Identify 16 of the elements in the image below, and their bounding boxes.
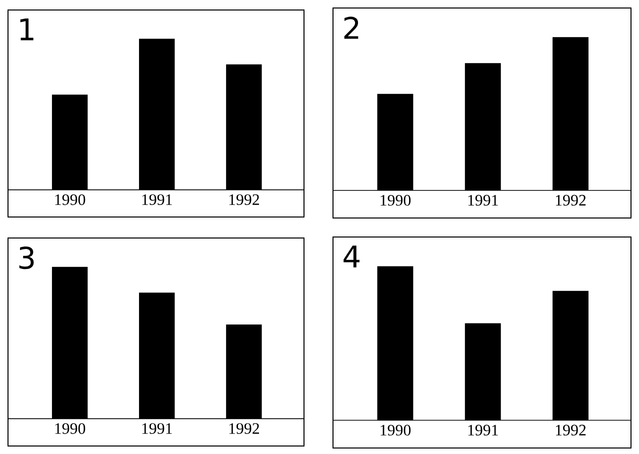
chart-title: 1 [20, 18, 34, 40]
x-tick-label: 1990 [380, 424, 411, 436]
x-tick-label: 1991 [468, 424, 498, 436]
x-tick-label: 1991 [142, 423, 172, 434]
x-tick-label: 1992 [556, 424, 586, 436]
x-tick-label: 1990 [55, 194, 86, 206]
x-tick-label: 1992 [229, 423, 259, 434]
x-tick-label: 1991 [468, 194, 498, 206]
x-tick-label: 1990 [55, 423, 86, 434]
x-tick-label: 1991 [142, 194, 172, 206]
x-tick-label: 1992 [556, 194, 586, 206]
x-tick-label: 1990 [380, 194, 411, 206]
chart-title: 4 [344, 246, 360, 268]
chart-title: 3 [19, 246, 34, 270]
chart-title: 2 [344, 16, 358, 39]
x-tick-label: 1992 [229, 194, 259, 206]
